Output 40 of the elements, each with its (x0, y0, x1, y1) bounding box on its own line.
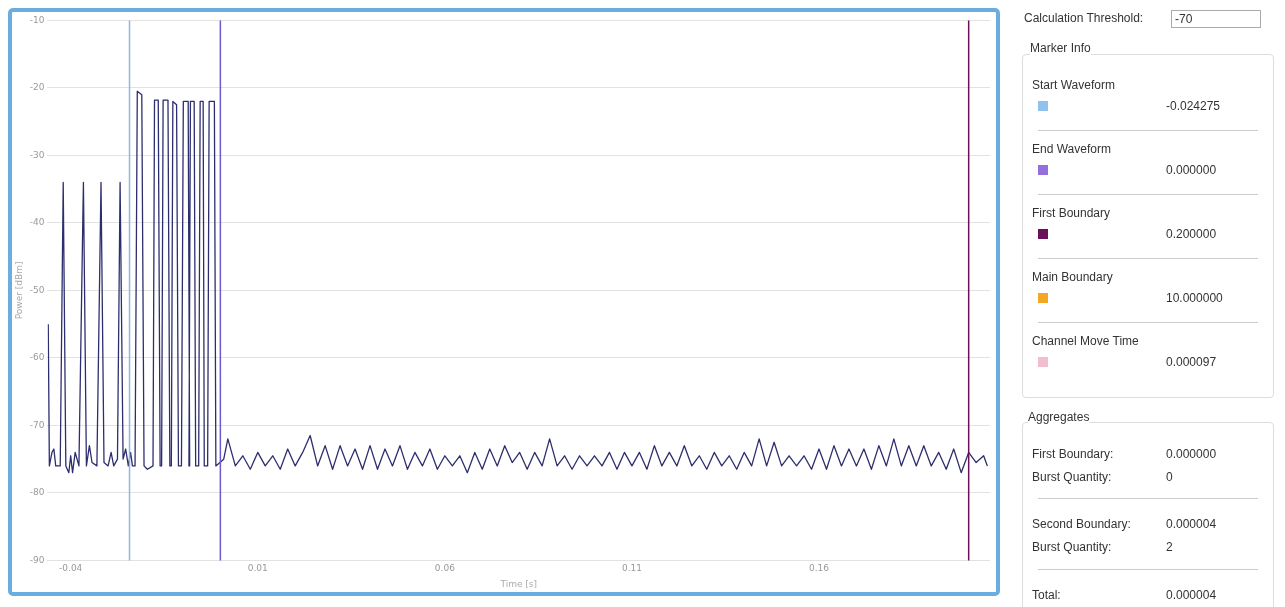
x-tick-label: 0.06 (434, 563, 456, 574)
text: Start Waveform (1032, 78, 1115, 92)
text: 2 (1166, 540, 1173, 554)
text: Main Boundary (1032, 270, 1113, 284)
x-axis-title: Time [s] (499, 578, 538, 589)
y-tick-label: -90 (29, 554, 45, 565)
text: 0.000004 (1166, 588, 1217, 602)
y-tick-label: -20 (29, 82, 45, 93)
text: 10.000000 (1166, 291, 1223, 305)
x-tick-label: 0.16 (808, 563, 830, 574)
text: Burst Quantity: (1032, 470, 1112, 484)
text: Burst Quantity: (1032, 540, 1112, 554)
text: Second Boundary: (1032, 517, 1131, 531)
text: Marker Info (1030, 41, 1091, 55)
text: Aggregates (1028, 410, 1090, 424)
text: 0.200000 (1166, 227, 1217, 241)
y-tick-label: -30 (29, 149, 45, 160)
x-tick-label: -0.04 (59, 563, 83, 574)
text: Channel Move Time (1032, 334, 1139, 348)
y-tick-label: -40 (29, 217, 45, 228)
y-tick-label: -80 (29, 487, 45, 498)
text: Total: (1032, 588, 1061, 602)
text: First Boundary (1032, 206, 1111, 220)
text: 0 (1166, 470, 1173, 484)
y-tick-label: -10 (29, 14, 45, 25)
x-tick-label: 0.01 (247, 563, 268, 574)
y-tick-label: -60 (29, 352, 45, 363)
text: Calculation Threshold: (1024, 11, 1144, 25)
y-axis-title: Power [dBm] (13, 261, 24, 320)
text: 0.000097 (1166, 355, 1217, 369)
text: 0.000000 (1166, 163, 1217, 177)
y-tick-label: -50 (29, 284, 45, 295)
text: 0.000004 (1166, 517, 1217, 531)
text: First Boundary: (1032, 447, 1114, 461)
x-tick-label: 0.11 (621, 563, 642, 574)
text: -0.024275 (1166, 99, 1221, 113)
text: End Waveform (1032, 142, 1111, 156)
y-tick-label: -70 (29, 419, 45, 430)
text-field: -70 (1171, 10, 1261, 28)
text: 0.000000 (1166, 447, 1217, 461)
